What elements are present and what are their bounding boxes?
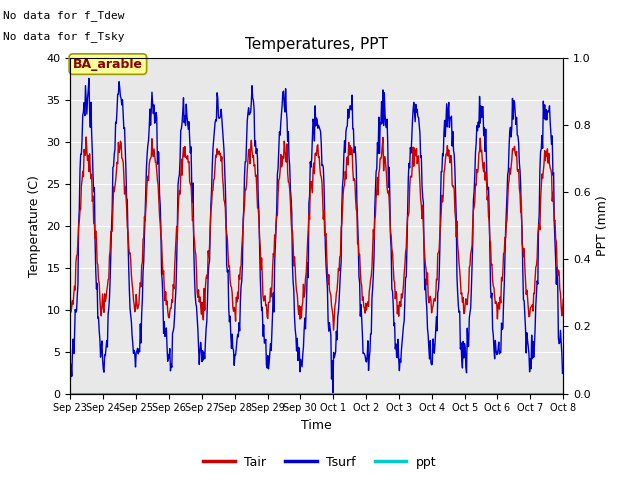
- Y-axis label: Temperature (C): Temperature (C): [28, 175, 41, 276]
- Text: No data for f_Tdew: No data for f_Tdew: [3, 10, 125, 21]
- Text: No data for f_Tsky: No data for f_Tsky: [3, 31, 125, 42]
- X-axis label: Time: Time: [301, 419, 332, 432]
- Title: Temperatures, PPT: Temperatures, PPT: [245, 37, 388, 52]
- Y-axis label: PPT (mm): PPT (mm): [596, 195, 609, 256]
- Legend: Tair, Tsurf, ppt: Tair, Tsurf, ppt: [198, 451, 442, 474]
- Text: BA_arable: BA_arable: [73, 58, 143, 71]
